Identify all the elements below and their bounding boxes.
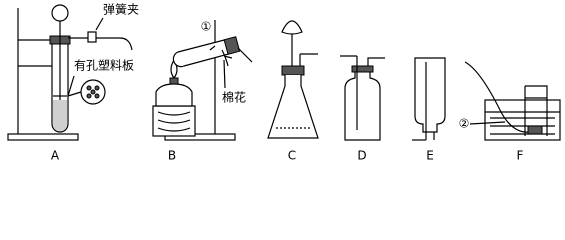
marker-1: ① <box>201 20 212 34</box>
apparatus-e <box>412 57 446 141</box>
label-spring-clip: 弹簧夹 <box>103 2 139 17</box>
marker-2: ② <box>459 117 470 131</box>
label-cotton: 棉花 <box>222 90 246 105</box>
apparatus-letter: A <box>51 149 60 163</box>
apparatus-letter: C <box>288 149 296 163</box>
apparatus-a: 弹簧夹 有孔塑料板 <box>7 2 139 141</box>
apparatus-f: ② <box>459 61 561 141</box>
label-perforated-plate: 有孔塑料板 <box>74 58 134 73</box>
apparatus-letter: B <box>168 149 176 163</box>
apparatus-letter: F <box>517 149 524 163</box>
apparatus-d <box>340 55 385 141</box>
apparatus-letter: E <box>426 149 434 163</box>
apparatus-c <box>267 20 319 139</box>
apparatus-diagram: 弹簧夹 有孔塑料板 ① 棉花 <box>7 2 561 163</box>
apparatus-letter: D <box>357 149 366 163</box>
apparatus-b: ① 棉花 <box>152 20 253 141</box>
